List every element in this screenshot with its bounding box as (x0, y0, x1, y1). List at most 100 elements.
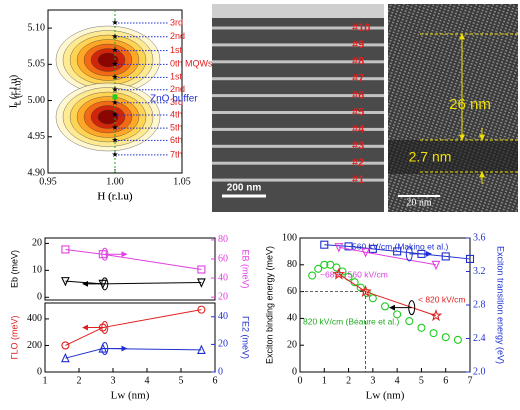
x-tick-label: 1.00 (106, 176, 124, 187)
y2-tick-label: 20 (218, 339, 228, 350)
satellite-marker: ★ (111, 59, 118, 68)
hrtem-background (388, 4, 518, 212)
y-tick-label: 100 (282, 232, 297, 243)
marker (320, 260, 329, 269)
tem-layer (212, 178, 384, 182)
marker (453, 335, 462, 344)
layer-label: #6 (352, 90, 364, 102)
plot-frame (44, 302, 216, 373)
satellite-label: 4th (170, 109, 183, 119)
layer-label: #9 (352, 39, 364, 51)
marker (197, 265, 206, 274)
x-tick-label: 3 (111, 375, 116, 386)
marker (61, 341, 70, 350)
y-tick-label: 5.05 (28, 59, 46, 70)
marker (405, 317, 414, 326)
plot-frame (299, 237, 471, 373)
y-tick-label: 60 (287, 286, 297, 297)
marker (368, 294, 377, 303)
tem-layer (212, 144, 384, 148)
series-name: 820 kV/cm (Béaure et al.) (303, 316, 400, 326)
layer-label: #7 (352, 73, 364, 85)
marker (197, 278, 206, 288)
marker (320, 240, 329, 249)
satellite-label: 5th (170, 122, 183, 132)
marker (441, 333, 450, 342)
scale-label: 200 nm (227, 183, 262, 194)
y-tick-label: 0 (292, 366, 297, 377)
y2-tick-label: 40 (218, 311, 228, 322)
contour (97, 52, 119, 68)
marker (361, 248, 370, 258)
y-axis-label: L (r.l.u) (12, 78, 22, 106)
well-label: 2.7 nm (409, 149, 452, 165)
x-tick-label: 2 (77, 375, 82, 386)
marker (465, 254, 475, 263)
marker (332, 267, 346, 280)
x-tick-label: 6 (443, 375, 448, 386)
satellite-marker: ★ (111, 150, 118, 159)
y2-axis-label: Exciton transition energy (eV) (496, 246, 506, 364)
marker (61, 245, 70, 254)
series-line (324, 244, 471, 260)
y2-tick-label: 3.2 (473, 266, 486, 277)
satellite-marker: ★ (111, 18, 118, 27)
scale-label: 20 nm (406, 197, 432, 208)
satellite-label: 1st (170, 72, 183, 82)
layer-label: #1 (352, 174, 364, 186)
marker (441, 252, 450, 261)
tem-layer (212, 60, 384, 64)
marker (356, 283, 365, 292)
tem-layer (212, 127, 384, 131)
marker (431, 260, 441, 271)
satellite-marker: ★ (111, 98, 118, 107)
y-tick-label: 0 (37, 292, 42, 303)
marker (393, 310, 402, 319)
satellite-marker: ★ (111, 110, 118, 119)
layer-label: #3 (352, 140, 364, 152)
y-tick-label: 20 (32, 238, 42, 249)
satellite-label: 3rd (170, 97, 183, 107)
marker (334, 243, 344, 253)
satellite-label: 0th MQWs (170, 59, 213, 69)
satellite-marker: ★ (111, 46, 118, 55)
marker (429, 329, 438, 338)
y2-axis-label: EB (meV) (241, 249, 251, 288)
marker (308, 271, 317, 280)
series-line (65, 248, 202, 270)
y-tick-label: 400 (27, 313, 42, 324)
marker (61, 277, 70, 287)
x-tick-label: 0 (298, 375, 303, 386)
y-tick-label: 200 (27, 340, 42, 351)
layer-label: #8 (352, 56, 364, 68)
y2-tick-label: 20 (218, 291, 228, 302)
marker (393, 247, 402, 256)
x-axis-label: H (r.l.u) (97, 191, 132, 203)
y-tick-label: 4.95 (28, 131, 46, 142)
layer-label: #5 (352, 106, 364, 118)
y2-tick-label: 40 (218, 272, 228, 283)
marker (380, 302, 390, 311)
y-axis-label: ΓLO (meV) (9, 316, 19, 360)
series-line (338, 246, 437, 266)
x-axis-label: H (r.l.u) (97, 191, 132, 203)
y2-tick-label: 2.4 (473, 333, 486, 344)
tem-layer (212, 77, 384, 81)
marker (344, 242, 353, 251)
tem-layer (212, 111, 384, 114)
x-axis-label: Lw (nm) (111, 390, 150, 402)
layer-label: #4 (352, 123, 365, 135)
satellite-marker: ★ (111, 32, 118, 41)
marker (417, 323, 426, 332)
y-tick-label: 40 (287, 313, 297, 324)
satellite-label: 1st (170, 45, 183, 55)
x-tick-label: 5 (419, 375, 424, 386)
guide-dash (300, 291, 366, 372)
x-tick-label: 1 (43, 375, 48, 386)
x-tick-label: 1 (322, 375, 327, 386)
y-tick-label: 0 (37, 366, 42, 377)
y2-axis-label: ΓE2 (meV) (241, 316, 251, 359)
tem-layer (212, 26, 384, 30)
hrtem-image: 26 nm 2.7 nm 20 nm (388, 4, 518, 212)
